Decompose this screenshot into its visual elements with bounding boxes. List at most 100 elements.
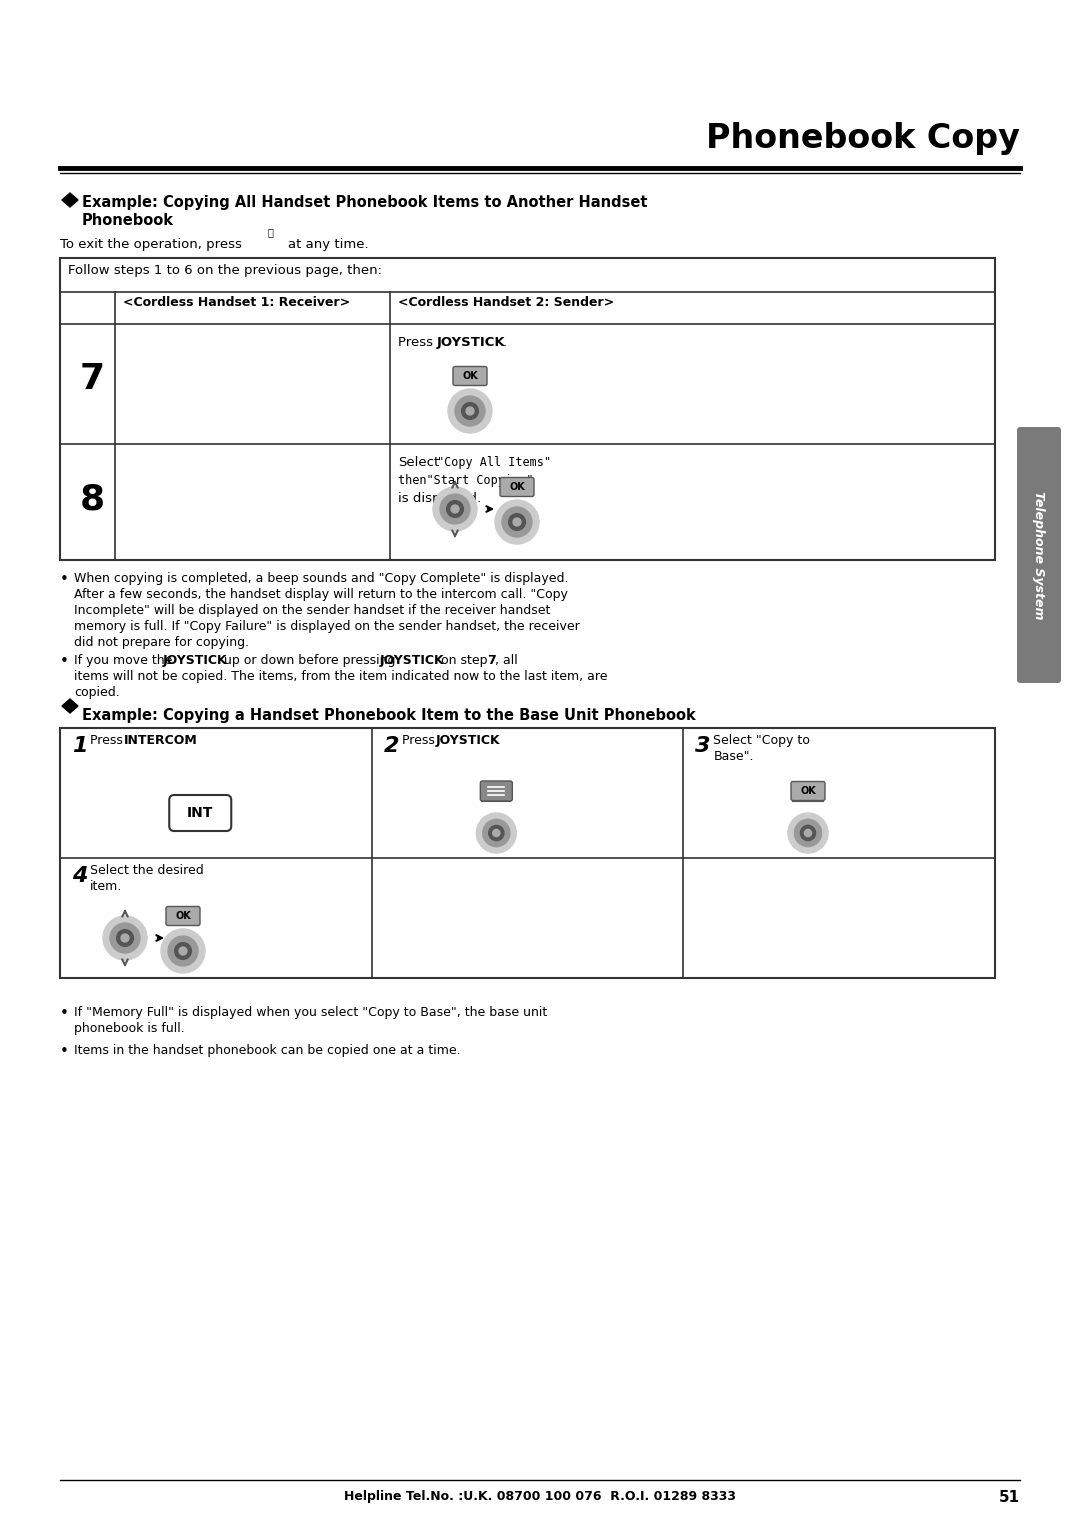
- Text: OK: OK: [800, 785, 815, 796]
- Text: Phonebook: Phonebook: [82, 212, 174, 228]
- Circle shape: [476, 813, 516, 853]
- Circle shape: [168, 937, 198, 966]
- Circle shape: [448, 390, 492, 432]
- Text: Press: Press: [402, 733, 438, 747]
- Text: When copying is completed, a beep sounds and "Copy Complete" is displayed.: When copying is completed, a beep sounds…: [75, 571, 568, 585]
- Text: Follow steps 1 to 6 on the previous page, then:: Follow steps 1 to 6 on the previous page…: [68, 264, 382, 277]
- Circle shape: [461, 403, 478, 419]
- Text: items will not be copied. The items, from the item indicated now to the last ite: items will not be copied. The items, fro…: [75, 669, 607, 683]
- Polygon shape: [62, 193, 78, 206]
- Circle shape: [103, 915, 147, 960]
- Text: memory is full. If "Copy Failure" is displayed on the sender handset, the receiv: memory is full. If "Copy Failure" is dis…: [75, 620, 580, 633]
- Text: •: •: [60, 1044, 69, 1059]
- Text: at any time.: at any time.: [288, 238, 368, 251]
- Text: INTERCOM: INTERCOM: [124, 733, 198, 747]
- Bar: [60, 258, 995, 559]
- Text: Press: Press: [90, 733, 126, 747]
- Circle shape: [805, 830, 811, 837]
- Text: 8: 8: [80, 481, 105, 516]
- Text: Telephone System: Telephone System: [1032, 490, 1045, 619]
- Text: JOYSTICK: JOYSTICK: [437, 336, 505, 348]
- Circle shape: [179, 947, 187, 955]
- Text: up or down before pressing: up or down before pressing: [220, 654, 400, 668]
- Circle shape: [455, 396, 485, 426]
- Text: .: .: [496, 733, 500, 747]
- Text: Press: Press: [399, 336, 437, 348]
- Text: After a few seconds, the handset display will return to the intercom call. "Copy: After a few seconds, the handset display…: [75, 588, 568, 601]
- Text: •: •: [60, 571, 69, 587]
- Circle shape: [489, 825, 504, 840]
- Circle shape: [492, 830, 500, 837]
- Text: copied.: copied.: [75, 686, 120, 698]
- Text: 1: 1: [72, 736, 87, 756]
- Text: item.: item.: [90, 880, 122, 892]
- Text: .: .: [503, 336, 508, 348]
- Text: , all: , all: [495, 654, 517, 668]
- Text: Select: Select: [399, 455, 440, 469]
- Text: 7: 7: [487, 654, 496, 668]
- Circle shape: [502, 507, 532, 536]
- Text: .: .: [184, 733, 188, 747]
- Text: OK: OK: [509, 481, 525, 492]
- Text: OK: OK: [175, 911, 191, 921]
- FancyBboxPatch shape: [791, 781, 825, 801]
- FancyBboxPatch shape: [481, 781, 512, 801]
- Circle shape: [451, 506, 459, 513]
- Text: JOYSTICK: JOYSTICK: [435, 733, 500, 747]
- Text: •: •: [60, 1005, 69, 1021]
- FancyBboxPatch shape: [500, 477, 534, 497]
- Text: on step: on step: [437, 654, 491, 668]
- Text: phonebook is full.: phonebook is full.: [75, 1022, 185, 1034]
- Text: <Cordless Handset 1: Receiver>: <Cordless Handset 1: Receiver>: [123, 296, 350, 309]
- Text: To exit the operation, press: To exit the operation, press: [60, 238, 242, 251]
- Bar: [60, 727, 995, 978]
- Circle shape: [483, 819, 510, 847]
- Circle shape: [121, 934, 129, 941]
- Text: Incomplete" will be displayed on the sender handset if the receiver handset: Incomplete" will be displayed on the sen…: [75, 604, 551, 617]
- Circle shape: [447, 501, 463, 518]
- Circle shape: [175, 943, 191, 960]
- Text: 3: 3: [696, 736, 711, 756]
- Circle shape: [110, 923, 140, 953]
- Circle shape: [495, 500, 539, 544]
- Text: Select "Copy to: Select "Copy to: [713, 733, 810, 747]
- Text: 51: 51: [999, 1490, 1020, 1505]
- Text: If you move the: If you move the: [75, 654, 176, 668]
- Circle shape: [509, 513, 525, 530]
- Text: JOYSTICK: JOYSTICK: [163, 654, 228, 668]
- Text: 7: 7: [80, 362, 105, 396]
- Text: Base".: Base".: [713, 750, 754, 762]
- Text: INT: INT: [187, 805, 214, 821]
- Circle shape: [433, 487, 477, 532]
- Circle shape: [788, 813, 828, 853]
- Circle shape: [467, 406, 474, 416]
- Circle shape: [800, 825, 815, 840]
- Text: Items in the handset phonebook can be copied one at a time.: Items in the handset phonebook can be co…: [75, 1044, 461, 1057]
- Text: then"Start Copying": then"Start Copying": [399, 474, 534, 487]
- Circle shape: [440, 494, 470, 524]
- Text: is displayed.: is displayed.: [399, 492, 481, 504]
- Text: Select the desired: Select the desired: [90, 863, 204, 877]
- Circle shape: [117, 929, 133, 946]
- Text: 4: 4: [72, 866, 87, 886]
- Polygon shape: [62, 698, 78, 714]
- Text: If "Memory Full" is displayed when you select "Copy to Base", the base unit: If "Memory Full" is displayed when you s…: [75, 1005, 548, 1019]
- Text: Helpline Tel.No. :U.K. 08700 100 076  R.O.I. 01289 8333: Helpline Tel.No. :U.K. 08700 100 076 R.O…: [345, 1490, 735, 1504]
- FancyBboxPatch shape: [1017, 426, 1061, 683]
- FancyBboxPatch shape: [170, 795, 231, 831]
- Text: Example: Copying a Handset Phonebook Item to the Base Unit Phonebook: Example: Copying a Handset Phonebook Ite…: [82, 707, 696, 723]
- Circle shape: [795, 819, 822, 847]
- Text: 2: 2: [383, 736, 400, 756]
- Circle shape: [161, 929, 205, 973]
- Circle shape: [513, 518, 521, 526]
- FancyBboxPatch shape: [166, 906, 200, 926]
- Text: did not prepare for copying.: did not prepare for copying.: [75, 636, 249, 649]
- Text: Example: Copying All Handset Phonebook Items to Another Handset: Example: Copying All Handset Phonebook I…: [82, 196, 648, 209]
- Text: 🔑: 🔑: [267, 228, 273, 237]
- Text: <Cordless Handset 2: Sender>: <Cordless Handset 2: Sender>: [399, 296, 615, 309]
- Text: JOYSTICK: JOYSTICK: [380, 654, 445, 668]
- Text: OK: OK: [462, 371, 477, 380]
- Text: "Copy All Items": "Copy All Items": [437, 455, 551, 469]
- FancyBboxPatch shape: [453, 367, 487, 385]
- Text: Phonebook Copy: Phonebook Copy: [706, 122, 1020, 154]
